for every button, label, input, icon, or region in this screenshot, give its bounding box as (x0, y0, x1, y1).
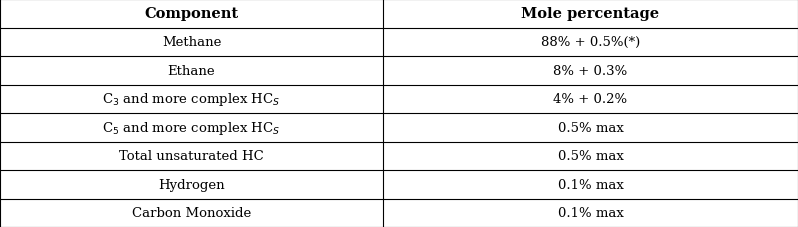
Text: 0.1% max: 0.1% max (558, 178, 623, 191)
Text: Component: Component (144, 7, 239, 21)
Text: 8% + 0.3%: 8% + 0.3% (553, 64, 628, 77)
Text: Mole percentage: Mole percentage (521, 7, 660, 21)
Text: 4% + 0.2%: 4% + 0.2% (554, 93, 627, 106)
Text: Carbon Monoxide: Carbon Monoxide (132, 206, 251, 219)
Text: 0.5% max: 0.5% max (558, 150, 623, 163)
Text: Total unsaturated HC: Total unsaturated HC (119, 150, 264, 163)
Text: 88% + 0.5%(*): 88% + 0.5%(*) (541, 36, 640, 49)
Text: 0.1% max: 0.1% max (558, 206, 623, 219)
Text: Hydrogen: Hydrogen (158, 178, 225, 191)
Text: 0.5% max: 0.5% max (558, 121, 623, 134)
Text: C$_5$ and more complex HC$_S$: C$_5$ and more complex HC$_S$ (102, 119, 281, 136)
Text: Methane: Methane (162, 36, 221, 49)
Text: C$_3$ and more complex HC$_S$: C$_3$ and more complex HC$_S$ (102, 91, 281, 108)
Text: Ethane: Ethane (168, 64, 215, 77)
